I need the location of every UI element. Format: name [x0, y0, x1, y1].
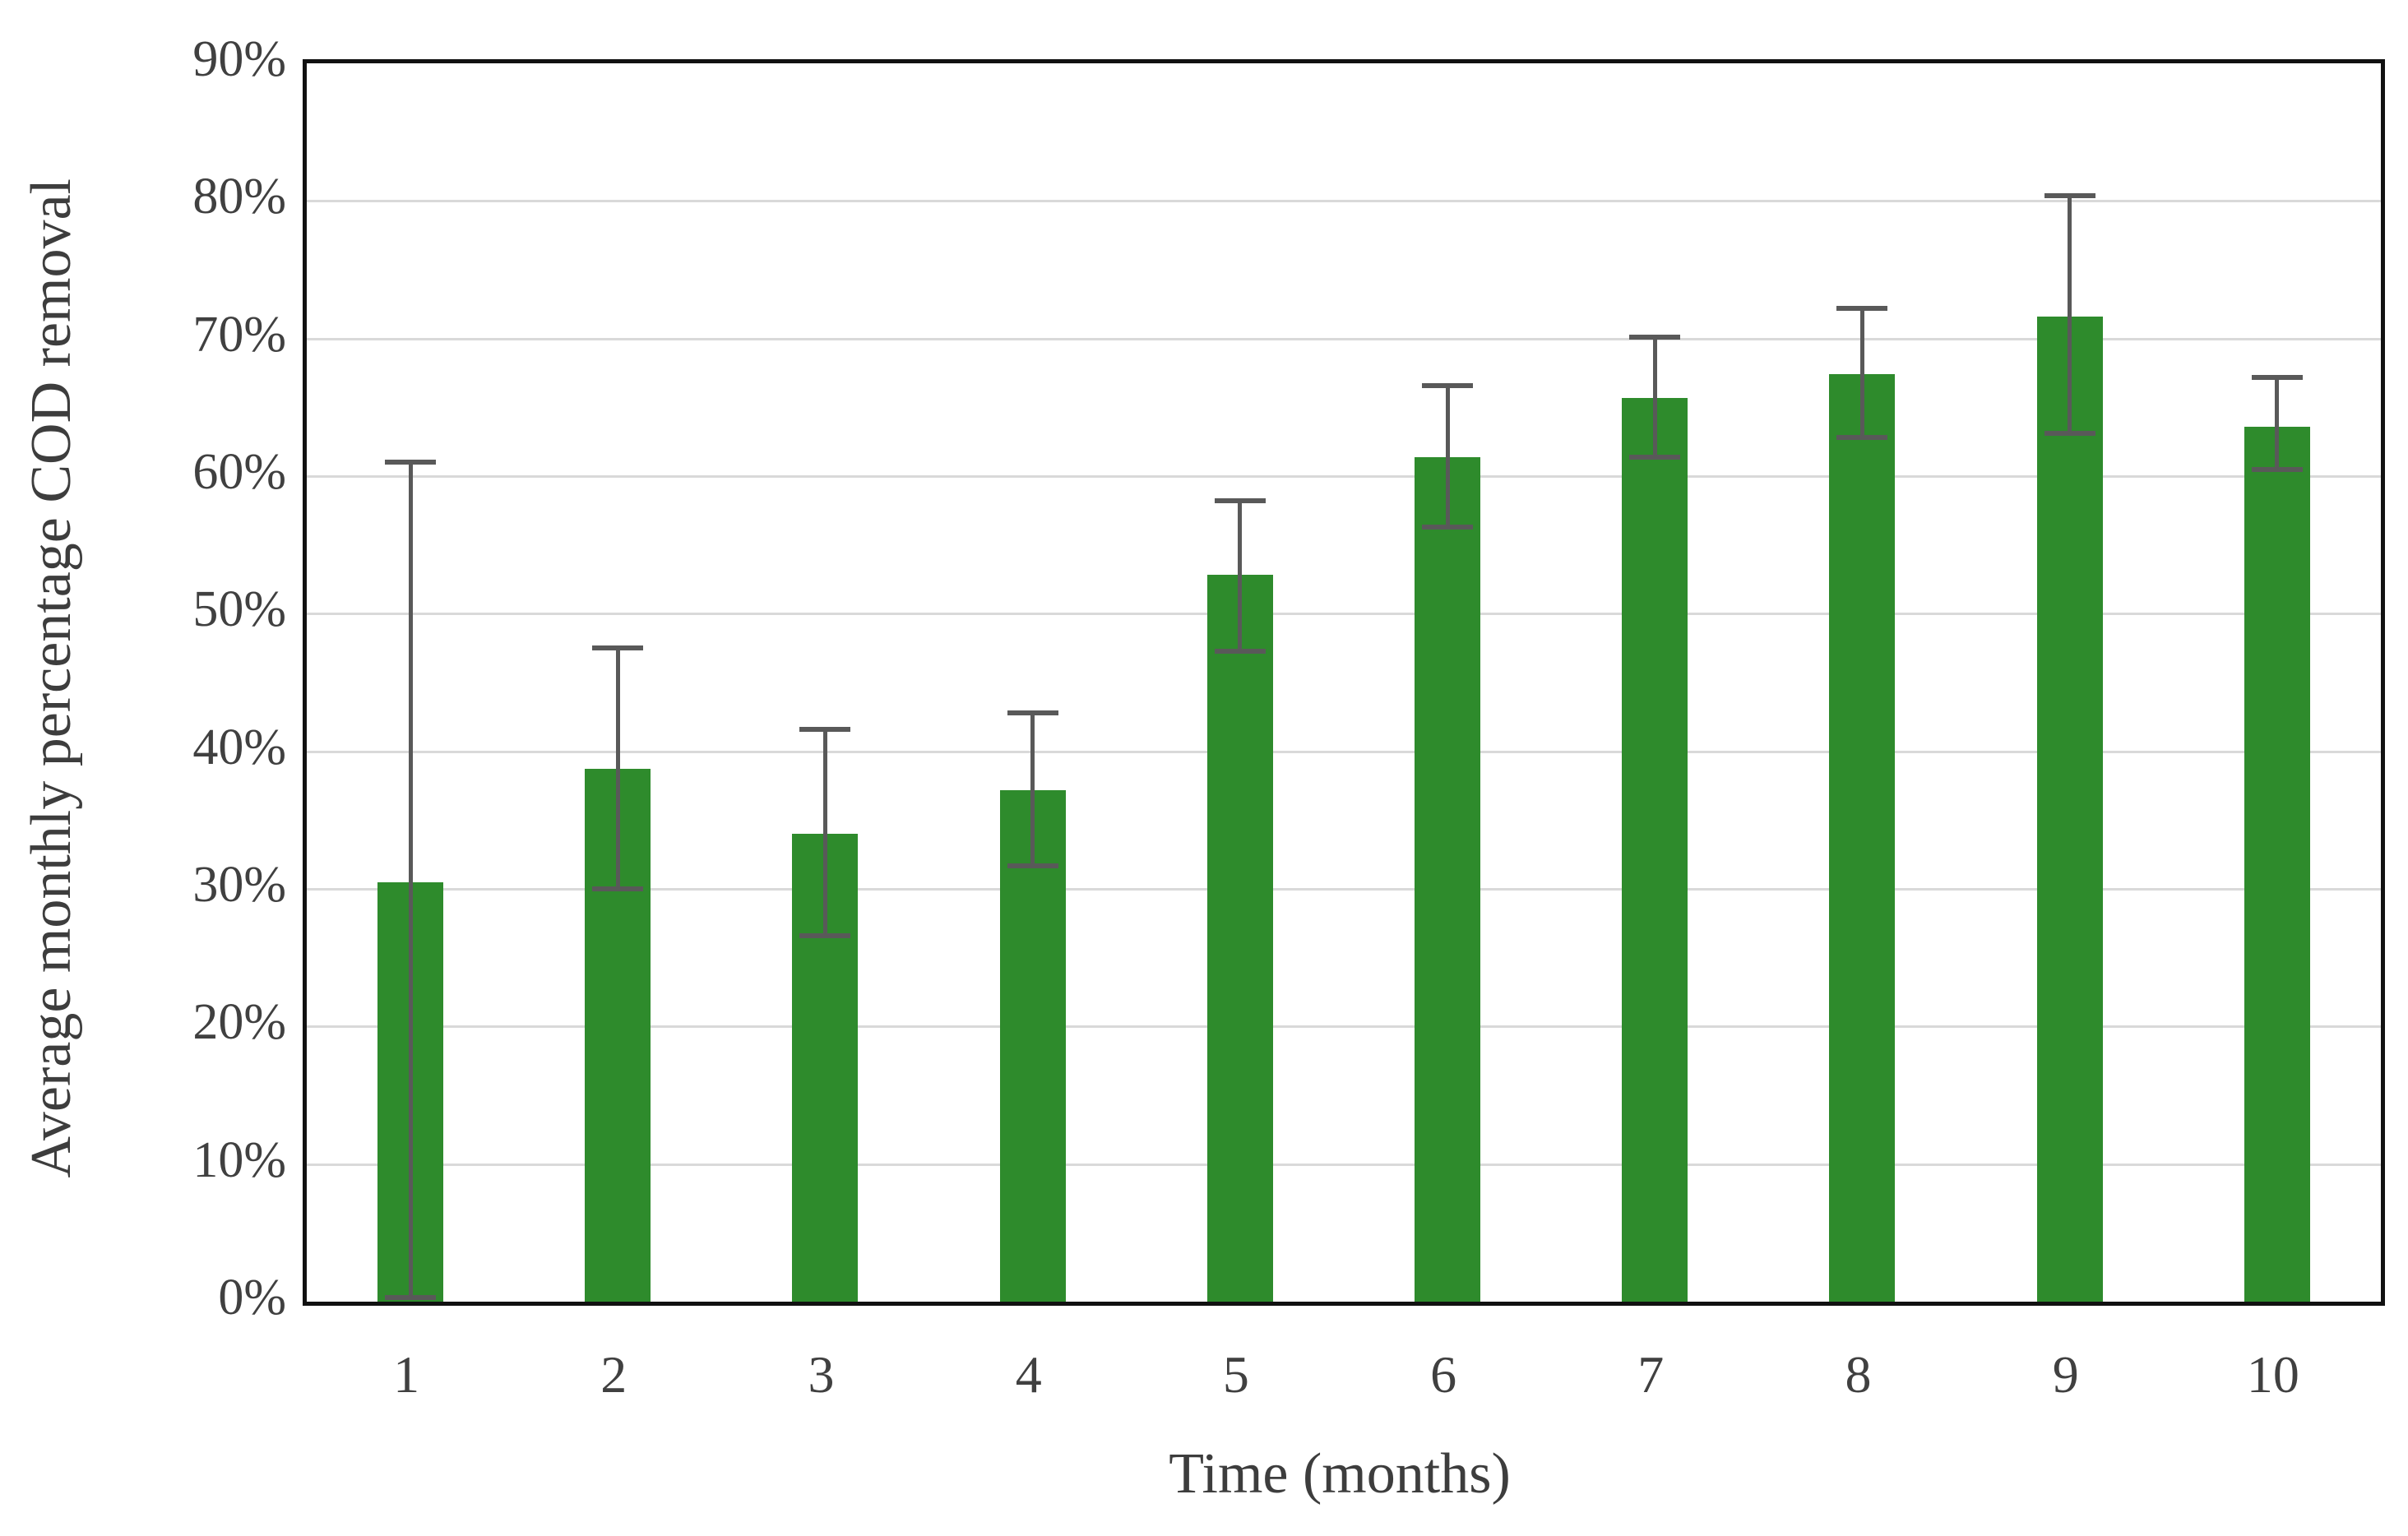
error-bar-cap-top-month-6	[1422, 382, 1474, 388]
y-axis-title: Average monthly percentage COD removal	[7, 59, 97, 1298]
y-tick-label-10: 10%	[192, 1131, 286, 1188]
gridline-60	[307, 475, 2381, 478]
x-tick-label-5: 5	[1222, 1345, 1249, 1404]
bar-month-4	[999, 789, 1066, 1302]
bar-cell-month-2	[514, 63, 721, 1302]
bar-month-8	[1829, 374, 1896, 1302]
bar-cell-month-10	[2174, 63, 2381, 1302]
error-bar-cap-top-month-10	[2251, 374, 2303, 380]
bar-cell-month-8	[1758, 63, 1966, 1302]
x-tick-label-6: 6	[1430, 1345, 1457, 1404]
y-tick-label-30: 30%	[192, 857, 286, 913]
gridline-50	[307, 613, 2381, 616]
error-bar-cap-bottom-month-8	[1836, 435, 1888, 441]
error-bar-cap-top-month-2	[592, 645, 644, 651]
bar-cell-month-5	[1137, 63, 1344, 1302]
bar-cell-month-4	[929, 63, 1137, 1302]
y-tick-label-20: 20%	[192, 994, 286, 1051]
gridline-40	[307, 750, 2381, 753]
error-bar-cap-top-month-8	[1836, 305, 1888, 311]
y-axis-title-text: Average monthly percentage COD removal	[20, 178, 83, 1178]
y-tick-label-40: 40%	[192, 719, 286, 775]
x-tick-label-1: 1	[393, 1345, 420, 1404]
error-bar-cap-bottom-month-2	[592, 886, 644, 891]
y-tick-label-0: 0%	[218, 1270, 286, 1325]
y-tick-label-80: 80%	[192, 169, 286, 225]
y-tick-label-60: 60%	[192, 444, 286, 500]
x-axis-title: Time (months)	[1169, 1442, 1511, 1506]
gridline-20	[307, 1025, 2381, 1029]
error-bar-cap-bottom-month-1	[385, 1294, 437, 1300]
error-bar-cap-top-month-5	[1214, 498, 1266, 504]
bar-month-10	[2244, 426, 2310, 1302]
x-tick-label-3: 3	[808, 1345, 835, 1404]
error-bar-line-month-8	[1859, 308, 1864, 438]
error-bar-cap-top-month-7	[1629, 334, 1681, 340]
error-bar-line-month-7	[1652, 336, 1657, 457]
x-tick-label-8: 8	[1845, 1345, 1872, 1404]
error-bar-cap-bottom-month-6	[1422, 524, 1474, 530]
bar-cell-month-6	[1344, 63, 1551, 1302]
bar-month-7	[1622, 397, 1688, 1302]
x-tick-label-10: 10	[2246, 1345, 2299, 1404]
x-tick-label-2: 2	[600, 1345, 627, 1404]
x-tick-label-7: 7	[1637, 1345, 1665, 1404]
error-bar-cap-bottom-month-7	[1629, 454, 1681, 460]
error-bar-line-month-5	[1238, 501, 1243, 651]
error-bar-line-month-3	[822, 729, 827, 936]
bar-cell-month-9	[1966, 63, 2174, 1302]
gridline-10	[307, 1163, 2381, 1166]
y-tick-label-70: 70%	[192, 306, 286, 363]
error-bar-line-month-4	[1030, 712, 1035, 866]
error-bar-cap-bottom-month-4	[1007, 863, 1058, 868]
bar-cell-month-3	[721, 63, 928, 1302]
error-bar-line-month-2	[615, 648, 620, 889]
bar-cell-month-7	[1551, 63, 1758, 1302]
error-bar-cap-bottom-month-3	[799, 932, 851, 938]
error-bar-cap-bottom-month-5	[1214, 648, 1266, 654]
error-bar-cap-bottom-month-10	[2251, 466, 2303, 472]
error-bar-line-month-1	[408, 462, 413, 1298]
error-bar-cap-top-month-1	[385, 460, 437, 465]
gridline-30	[307, 888, 2381, 891]
x-tick-label-9: 9	[2052, 1345, 2079, 1404]
bar-month-6	[1415, 456, 1481, 1302]
y-tick-label-90: 90%	[192, 31, 286, 87]
error-bar-cap-top-month-9	[2044, 192, 2095, 198]
error-bar-cap-top-month-3	[799, 726, 851, 732]
gridline-80	[307, 200, 2381, 203]
gridline-70	[307, 337, 2381, 340]
error-bar-line-month-9	[2068, 195, 2072, 434]
error-bar-line-month-6	[1445, 385, 1450, 527]
error-bar-cap-bottom-month-9	[2044, 431, 2095, 437]
error-bar-line-month-10	[2275, 377, 2280, 470]
bar-cell-month-1	[307, 63, 514, 1302]
bar-month-5	[1206, 575, 1273, 1302]
bar-month-9	[2036, 316, 2103, 1302]
x-tick-label-4: 4	[1015, 1345, 1042, 1404]
y-tick-label-50: 50%	[192, 581, 286, 638]
plot-area	[303, 59, 2385, 1306]
error-bar-cap-top-month-4	[1007, 710, 1058, 715]
